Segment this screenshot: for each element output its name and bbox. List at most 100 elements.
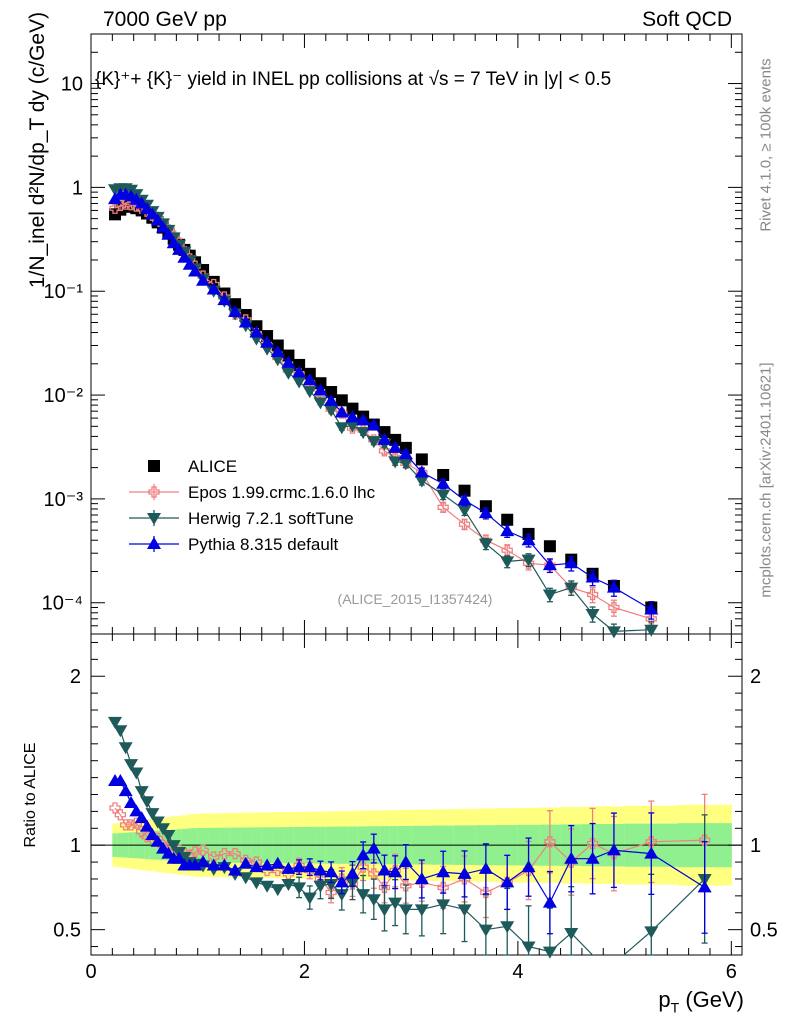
legend-marker xyxy=(148,460,160,472)
pythia-8-315-default-ratio-point xyxy=(436,865,451,878)
x-tick-label: 4 xyxy=(512,961,523,983)
pythia-8-315-default-ratio-point xyxy=(145,828,160,841)
alice-point xyxy=(458,484,471,497)
legend-label: Herwig 7.2.1 softTune xyxy=(188,509,354,528)
herwig-7-2-1-softtune-point xyxy=(345,420,360,433)
herwig-7-2-1-softtune-point xyxy=(478,538,493,551)
pythia-8-315-default-point xyxy=(478,506,493,519)
herwig-7-2-1-softtune-ratio-point xyxy=(124,759,139,772)
pythia-8-315-default-point xyxy=(270,344,285,357)
y-tick-label: 1 xyxy=(72,177,83,199)
legend-label: ALICE xyxy=(188,457,237,476)
pythia-8-315-default-ratio-point xyxy=(324,865,339,878)
pythia-8-315-default-ratio-point xyxy=(302,860,317,873)
epos-1-99-crmc-1-6-0-lhc-ratio-point xyxy=(229,847,241,860)
y-tick-label: 10 xyxy=(61,74,83,96)
herwig-7-2-1-softtune-ratio-point xyxy=(377,904,392,917)
pythia-8-315-default-point xyxy=(228,305,243,318)
pythia-8-315-default-point xyxy=(177,250,192,263)
pythia-8-315-default-ratio-point xyxy=(124,795,139,808)
pythia-8-315-default-ratio-point xyxy=(196,855,211,868)
herwig-7-2-1-softtune-ratio-point xyxy=(134,786,149,799)
ratio-y-tick-label: 0.5 xyxy=(53,920,81,942)
epos-1-99-crmc-1-6-0-lhc-ratio-point xyxy=(197,844,209,856)
pythia-8-315-default-ratio-point xyxy=(585,851,600,864)
herwig-7-2-1-softtune-ratio-point xyxy=(260,880,275,893)
pythia-8-315-default-ratio-point xyxy=(521,860,536,873)
x-tick-label: 2 xyxy=(299,961,310,983)
pythia-8-315-default-point xyxy=(206,282,221,295)
herwig-7-2-1-softtune-ratio-point xyxy=(414,904,429,917)
herwig-7-2-1-softtune-ratio-point xyxy=(334,889,349,902)
pythia-8-315-default-ratio-point xyxy=(542,895,557,908)
epos-1-99-crmc-1-6-0-lhc-point xyxy=(109,202,121,214)
epos-1-99-crmc-1-6-0-lhc-ratio-point xyxy=(125,819,137,831)
herwig-7-2-1-softtune-ratio-point xyxy=(108,716,123,729)
epos-1-99-crmc-1-6-0-lhc-ratio-point xyxy=(189,846,201,858)
pythia-8-315-default-ratio-point xyxy=(292,860,307,873)
pythia-8-315-default-point xyxy=(377,432,392,445)
pythia-8-315-default-point xyxy=(166,236,181,249)
epos-1-99-crmc-1-6-0-lhc-ratio-point xyxy=(218,847,231,860)
pythia-8-315-default-point xyxy=(521,533,536,546)
pythia-8-315-default-ratio-point xyxy=(188,858,203,871)
herwig-7-2-1-softtune-ratio-point xyxy=(356,889,371,902)
pythia-8-315-default-ratio-point xyxy=(217,858,232,871)
pythia-8-315-default-ratio-point xyxy=(366,841,381,854)
herwig-7-2-1-softtune-ratio-point xyxy=(118,742,133,755)
rivet-version-label: Rivet 4.1.0, ≥ 100k events xyxy=(757,58,775,232)
herwig-7-2-1-softtune-ratio-point xyxy=(436,899,451,912)
herwig-7-2-1-softtune-point xyxy=(388,456,403,469)
mcplots-credit-label: mcplots.cern.ch [arXiv:2401.10621] xyxy=(757,362,775,598)
pythia-8-315-default-ratio-point xyxy=(478,861,493,874)
y-tick-label: 10⁻² xyxy=(44,385,84,407)
herwig-7-2-1-softtune-ratio-point xyxy=(270,884,285,897)
y-tick-label: 10⁻⁴ xyxy=(42,593,83,615)
pythia-8-315-default-point xyxy=(542,558,557,571)
herwig-7-2-1-softtune-ratio-point xyxy=(644,926,659,939)
herwig-7-2-1-softtune-ratio-point xyxy=(500,921,515,934)
pythia-8-315-default-ratio-point xyxy=(564,851,579,864)
alice-point xyxy=(437,468,450,481)
herwig-7-2-1-softtune-point xyxy=(313,397,328,410)
legend-marker xyxy=(147,537,161,549)
pythia-8-315-default-ratio-point xyxy=(118,784,133,797)
pythia-8-315-default-point xyxy=(334,405,349,418)
legend-label: Epos 1.99.crmc.1.6.0 lhc xyxy=(188,483,376,502)
pythia-8-315-default-ratio-point xyxy=(129,804,144,817)
pythia-8-315-default-point xyxy=(356,413,371,426)
herwig-7-2-1-softtune-ratio-point xyxy=(542,946,557,959)
herwig-7-2-1-softtune-point xyxy=(334,422,349,435)
herwig-7-2-1-softtune-ratio-point xyxy=(156,823,171,836)
pythia-8-315-default-ratio-point xyxy=(398,855,413,868)
pythia-8-315-default-point xyxy=(217,293,232,306)
pythia-8-315-default-ratio-point xyxy=(345,866,360,879)
pythia-8-315-default-ratio-point xyxy=(414,871,429,884)
herwig-7-2-1-softtune-point xyxy=(292,376,307,389)
herwig-7-2-1-softtune-ratio-point xyxy=(398,904,413,917)
herwig-7-2-1-softtune-point xyxy=(564,582,579,595)
pythia-8-315-default-point xyxy=(324,393,339,406)
ratio-y-tick-label: 2 xyxy=(70,666,81,688)
alice-point xyxy=(282,349,295,362)
epos-1-99-crmc-1-6-0-lhc-point xyxy=(437,501,449,513)
alice-point xyxy=(335,394,348,407)
herwig-7-2-1-softtune-ratio-point xyxy=(249,877,264,890)
herwig-7-2-1-softtune-ratio-point xyxy=(366,894,381,907)
pythia-8-315-default-ratio-point xyxy=(270,856,285,869)
ratio-y-axis-label: Ratio to ALICE xyxy=(22,742,39,848)
alice-point xyxy=(501,513,514,526)
alice-point xyxy=(207,275,220,288)
pythia-8-315-default-point xyxy=(161,227,176,240)
x-tick-label: 6 xyxy=(726,961,737,983)
herwig-7-2-1-softtune-point xyxy=(414,475,429,488)
ratio-panel-series xyxy=(108,716,712,959)
alice-point xyxy=(314,377,327,390)
herwig-7-2-1-softtune-ratio-point xyxy=(281,879,296,892)
pythia-8-315-default-point xyxy=(366,418,381,431)
alice-point xyxy=(543,540,556,553)
pythia-8-315-default-point xyxy=(188,264,203,277)
pythia-8-315-default-point xyxy=(436,476,451,489)
pythia-8-315-default-ratio-point xyxy=(206,858,221,871)
herwig-7-2-1-softtune-point xyxy=(521,554,536,567)
